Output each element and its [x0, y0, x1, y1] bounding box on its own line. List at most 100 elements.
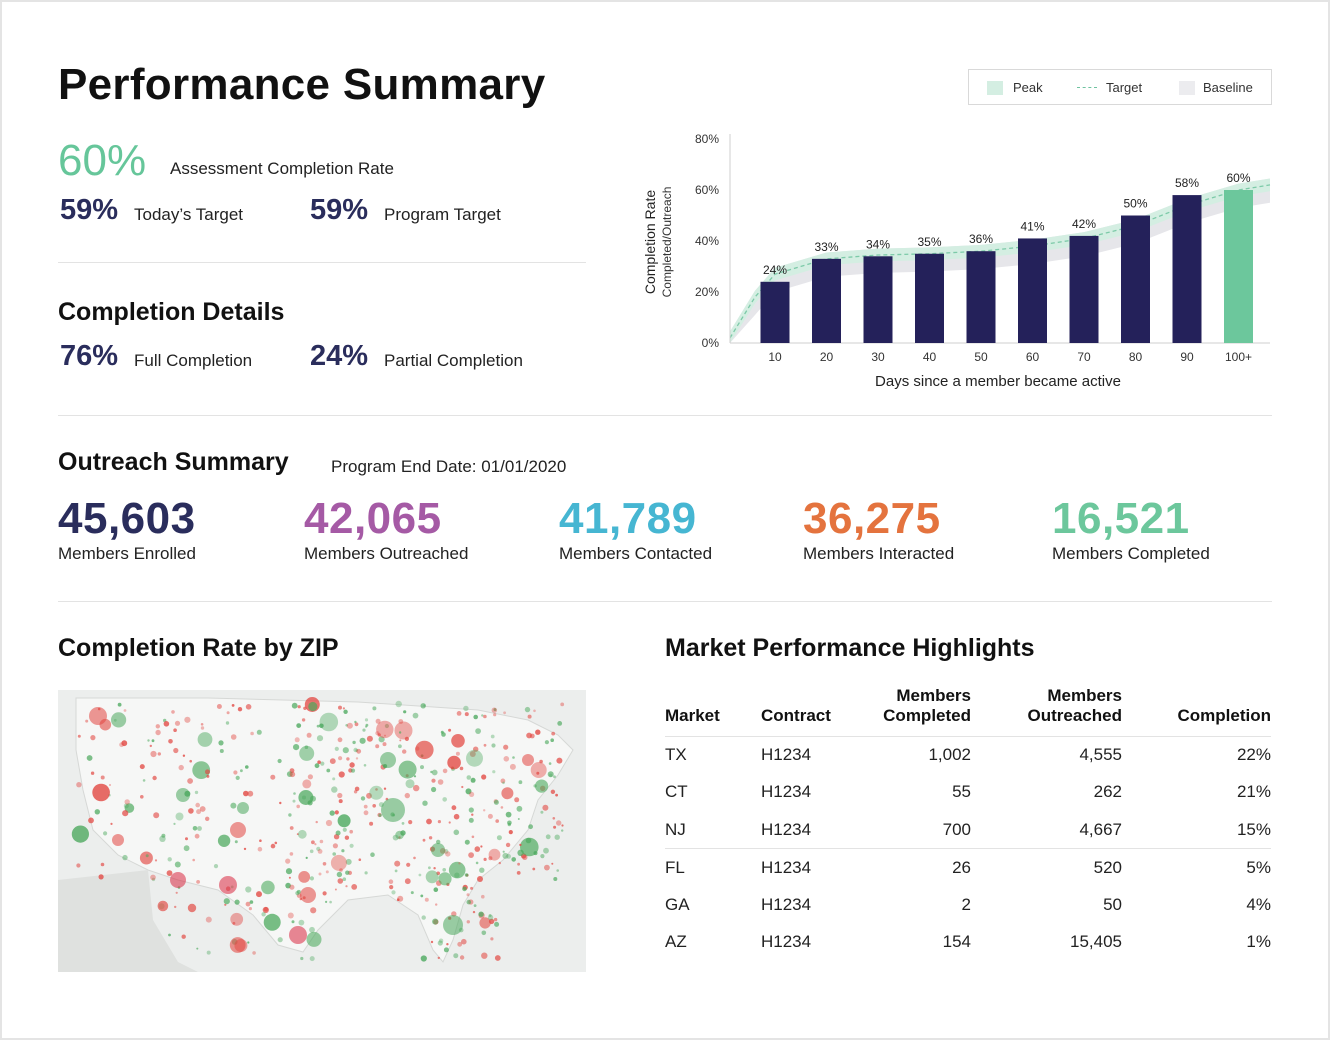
cell-outreached: 520 [1093, 857, 1122, 877]
zip-dot [184, 716, 191, 723]
zip-dot [360, 796, 366, 801]
zip-dot [195, 802, 200, 808]
zip-cluster [380, 752, 396, 768]
zip-dot [495, 819, 500, 823]
count-value: 36,275 [803, 494, 941, 543]
cell-market: GA [665, 894, 690, 914]
cell-market: CT [665, 782, 688, 802]
zip-dot [288, 876, 291, 879]
zip-dot [289, 826, 294, 830]
zip-dot [337, 792, 343, 799]
zip-dot [451, 805, 457, 811]
zip-dot [469, 791, 475, 797]
y-tick-label: 60% [695, 183, 719, 197]
zip-dot [522, 854, 528, 860]
zip-dot [205, 816, 210, 821]
zip-dot [402, 749, 407, 754]
zip-dot [481, 714, 484, 717]
zip-dot [352, 740, 356, 745]
zip-dot [296, 889, 301, 894]
col-members-completed: Members Completed [871, 684, 971, 737]
zip-dot [289, 884, 295, 890]
zip-dot [103, 831, 108, 836]
zip-cluster [237, 802, 249, 814]
cell-market: NJ [665, 811, 761, 849]
zip-dot [353, 790, 358, 794]
zip-dot [391, 890, 396, 895]
legend-peak: Peak [1013, 80, 1043, 95]
zip-dot [493, 917, 498, 922]
zip-dot [326, 768, 331, 773]
zip-dot [339, 868, 343, 872]
zip-dot [319, 723, 324, 729]
zip-dot [507, 822, 511, 827]
zip-dot [437, 940, 443, 946]
zip-dot [536, 771, 540, 775]
zip-dot [481, 894, 485, 899]
program-target-value: 59% [310, 194, 369, 226]
zip-dot [174, 720, 181, 726]
col-contract: Contract [761, 684, 871, 737]
bar [863, 256, 893, 343]
zip-dot [480, 845, 483, 848]
zip-dot [205, 916, 212, 923]
zip-dot [140, 795, 144, 799]
zip-dot [375, 788, 378, 791]
baseline-swatch [1179, 81, 1195, 95]
zip-dot [366, 792, 372, 799]
zip-dot [506, 854, 511, 859]
zip-dot [245, 886, 252, 893]
cell-completed: 154 [942, 932, 971, 952]
zip-dot [121, 740, 128, 747]
zip-dot [315, 820, 318, 824]
zip-dot [421, 915, 426, 920]
zip-dot [248, 907, 252, 911]
x-tick-label: 80 [1129, 350, 1143, 364]
zip-dot [139, 764, 145, 770]
zip-dot [142, 779, 146, 782]
zip-dot [316, 846, 321, 851]
zip-dot [110, 822, 113, 825]
zip-dot [245, 901, 251, 907]
zip-dot [461, 938, 467, 945]
zip-dot [245, 765, 249, 769]
zip-dot [365, 723, 369, 727]
chart-legend: Peak Target Baseline [968, 69, 1272, 105]
zip-dot [465, 788, 472, 795]
legend-target: Target [1106, 80, 1143, 95]
zip-dot [488, 918, 495, 925]
zip-dot [433, 887, 439, 892]
zip-dot [487, 813, 493, 819]
zip-dot [263, 913, 281, 931]
zip-dot [502, 852, 509, 859]
stat-members-interacted: 36,275 Members Interacted [803, 494, 954, 564]
zip-dot [298, 919, 305, 926]
zip-dot [293, 744, 300, 751]
zip-dot [200, 726, 205, 730]
zip-dot [354, 722, 359, 727]
col-label-line: Outreached [1027, 705, 1122, 725]
zip-dot [355, 757, 359, 760]
zip-completion-map[interactable] [58, 690, 586, 972]
zip-dot [320, 761, 325, 766]
zip-dot [230, 912, 244, 926]
zip-dot [491, 707, 497, 713]
zip-dot [535, 729, 541, 735]
zip-dot [479, 867, 485, 873]
zip-dot [448, 821, 451, 824]
zip-dot [226, 711, 230, 715]
zip-dot [490, 937, 494, 941]
zip-cluster [230, 822, 246, 838]
zip-dot [517, 818, 520, 820]
zip-dot [483, 714, 487, 719]
zip-dot [297, 705, 301, 709]
partial-completion-label: Partial Completion [384, 351, 523, 370]
program-end-date: Program End Date: 01/01/2020 [331, 457, 567, 476]
zip-dot [76, 863, 81, 868]
zip-cluster [443, 915, 463, 935]
zip-dot [185, 837, 188, 841]
zip-dot [466, 899, 472, 905]
zip-dot [438, 872, 452, 886]
y-tick-label: 80% [695, 132, 719, 146]
